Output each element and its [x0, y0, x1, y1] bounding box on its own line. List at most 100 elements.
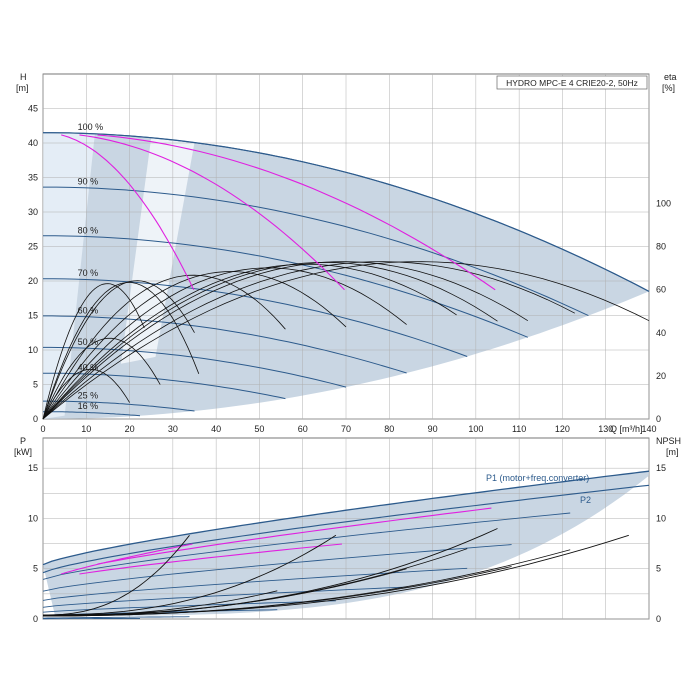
power-speed-curve — [42, 567, 468, 601]
x-tick-label: 100 — [468, 424, 483, 434]
x-tick-label: 10 — [81, 424, 91, 434]
chart-title-box — [496, 75, 648, 90]
top-y-right-tick-label: 60 — [656, 285, 666, 295]
top-y-left-tick-label: 45 — [28, 104, 38, 114]
efficiency-curve — [42, 261, 498, 420]
npsh-curve-reduced — [42, 549, 571, 617]
efficiency-curve — [42, 261, 529, 420]
speed-curve — [43, 278, 468, 357]
bottom-y-right-unit: [m] — [666, 447, 679, 457]
top-y-right-tick-label: 40 — [656, 328, 666, 338]
bottom-y-right-tick-label: 5 — [656, 564, 661, 574]
pump-count-curve — [79, 134, 345, 291]
power-speed-curve — [42, 586, 407, 608]
pump-count-curve — [61, 134, 195, 291]
speed-label: 80 % — [78, 225, 99, 235]
speed-label: 70 % — [78, 268, 99, 278]
bottom-y-right-label: NPSH — [656, 436, 681, 446]
power-speed-curve — [42, 616, 190, 619]
speed-curve — [43, 315, 407, 374]
legend-p1: P1 (motor+freq.converter) — [486, 473, 589, 483]
speed-label: 25 % — [78, 391, 99, 401]
legend-p2: P2 — [580, 495, 591, 505]
bottom-y-left-tick-label: 10 — [28, 513, 38, 523]
top-y-right-tick-label: 20 — [656, 371, 666, 381]
x-tick-label: 60 — [298, 424, 308, 434]
pump-count-power-curve — [61, 543, 193, 575]
speed-curve — [43, 346, 347, 388]
bottom-y-right-tick-label: 15 — [656, 463, 666, 473]
efficiency-curve-low — [42, 282, 200, 420]
bottom-y-left-unit: [kW] — [14, 447, 32, 457]
power-speed-curve — [42, 544, 512, 592]
speed-label: 60 % — [78, 305, 99, 315]
p2-curve — [42, 484, 650, 574]
x-tick-label: 80 — [384, 424, 394, 434]
tick-labels: 0 10 20 30 40 50 60 70 80 90 100 110 120 130 140051015… — [28, 104, 671, 625]
top-y-left-tick-label: 0 — [33, 414, 38, 424]
top-y-right-tick-label: 0 — [656, 414, 661, 424]
pump-count-power-curve — [79, 543, 343, 575]
npsh-curve — [43, 534, 337, 616]
speed-label: 16 % — [78, 401, 99, 411]
bottom-y-right-tick-label: 0 — [656, 614, 661, 624]
efficiency-curve-low — [42, 369, 130, 420]
efficiency-curve-low — [42, 337, 161, 420]
x-tick-label: 30 — [168, 424, 178, 434]
x-tick-label: 90 — [428, 424, 438, 434]
npsh-curve — [43, 535, 190, 616]
speed-label: 40 % — [78, 363, 99, 373]
npsh-curve — [43, 534, 629, 616]
efficiency-curve — [42, 274, 286, 420]
top-grid — [42, 74, 650, 420]
speed-label: 100 % — [78, 122, 104, 132]
p1-curve — [42, 470, 650, 566]
speed-curve — [42, 235, 528, 338]
top-y-left-tick-label: 20 — [28, 276, 38, 286]
x-tick-label: 70 — [341, 424, 351, 434]
max-speed-curve — [43, 132, 650, 292]
x-tick-label: 110 — [512, 424, 526, 434]
x-tick-label: 120 — [555, 424, 570, 434]
top-y-left-label: H — [20, 72, 27, 82]
efficiency-curve — [42, 261, 650, 420]
x-tick-label: 130 — [598, 424, 613, 434]
top-y-left-tick-label: 30 — [28, 207, 38, 217]
bottom-curves — [42, 470, 650, 620]
speed-label: 90 % — [78, 177, 99, 187]
top-y-right-tick-label: 80 — [656, 242, 666, 252]
top-y-right-tick-label: 100 — [656, 198, 671, 208]
bottom-y-left-tick-label: 15 — [28, 463, 38, 473]
x-tick-label: 20 — [125, 424, 135, 434]
pump-count-curve — [97, 134, 496, 291]
top-y-left-tick-label: 10 — [28, 345, 38, 355]
top-y-left-tick-label: 25 — [28, 242, 38, 252]
x-tick-label: 140 — [641, 424, 656, 434]
bottom-y-right-tick-label: 10 — [656, 513, 666, 523]
speed-curve — [43, 372, 286, 400]
bottom-y-left-tick-label: 0 — [33, 614, 38, 624]
pump-count-power-curve — [97, 507, 492, 565]
top-y-right-label: eta — [664, 72, 677, 82]
efficiency-curve — [42, 271, 347, 420]
power-speed-curve — [42, 512, 571, 580]
npsh-curve-reduced — [42, 548, 468, 617]
bottom-y-left-label: P — [20, 436, 26, 446]
top-y-left-tick-label: 15 — [28, 311, 38, 321]
efficiency-curve — [42, 267, 407, 420]
x-tick-label: 40 — [211, 424, 221, 434]
bottom-grid — [42, 438, 650, 620]
efficiency-curve — [42, 283, 145, 420]
top-y-left-tick-label: 35 — [28, 173, 38, 183]
head-envelope-gap-area — [120, 137, 195, 364]
bottom-y-left-tick-label: 5 — [33, 564, 38, 574]
top-y-left-tick-label: 5 — [33, 380, 38, 390]
speed-label: 50 % — [78, 337, 99, 347]
x-axis-label: Q [m³/h] — [610, 424, 643, 434]
x-tick-label: 0 — [40, 424, 45, 434]
chart-title: HYDRO MPC-E 4 CRIE20-2, 50Hz — [506, 78, 638, 88]
speed-curve — [43, 400, 195, 412]
efficiency-curve — [42, 263, 457, 420]
x-tick-label: 50 — [254, 424, 264, 434]
